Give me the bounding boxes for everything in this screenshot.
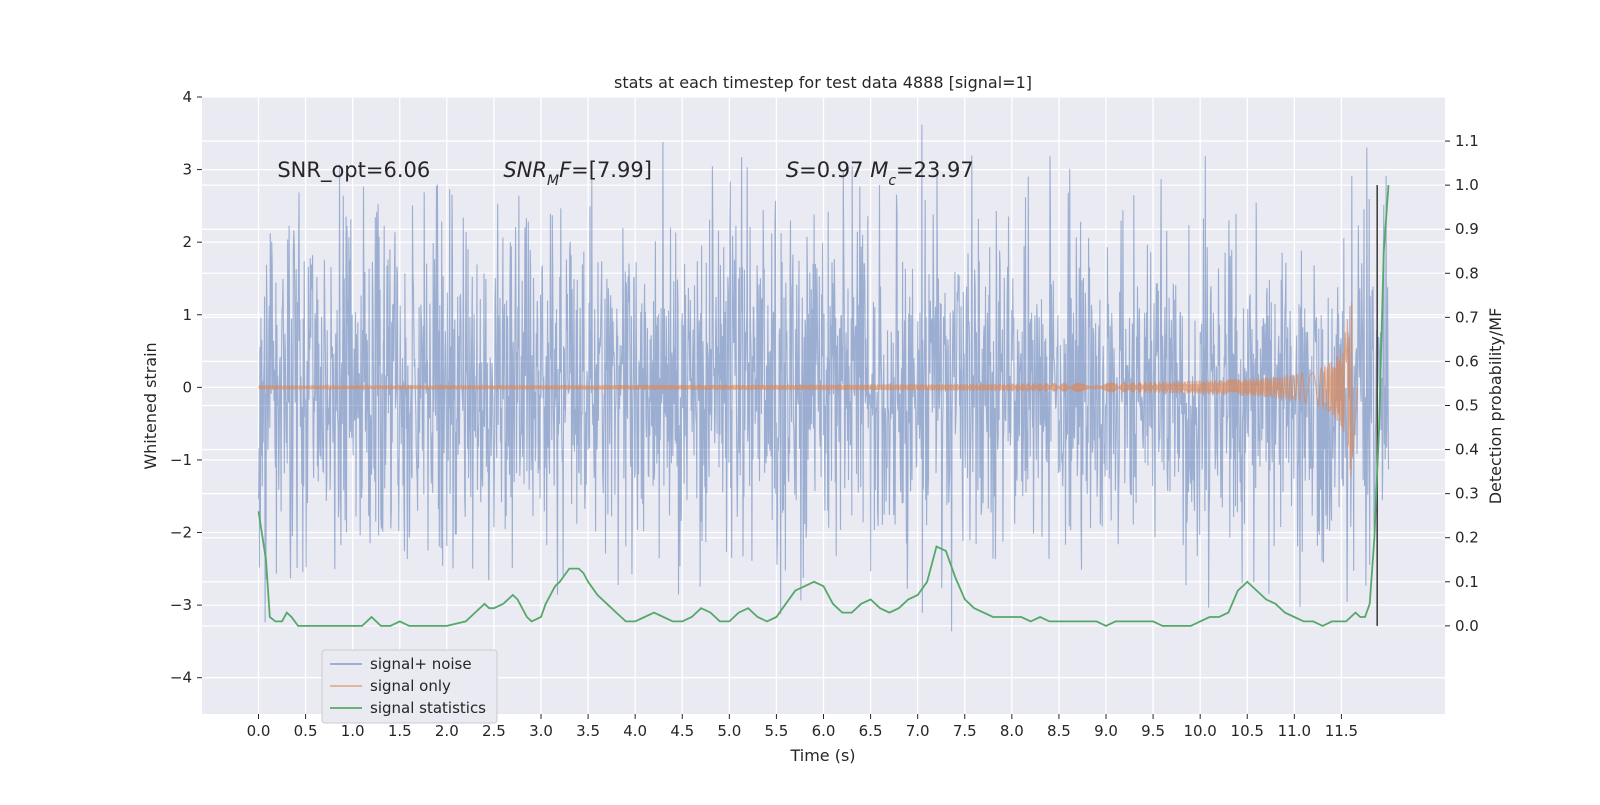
y-right-tick-label: 0.8	[1455, 264, 1479, 282]
y-right-tick-label: 0.1	[1455, 573, 1479, 591]
x-tick-label: 8.5	[1047, 722, 1071, 740]
x-tick-label: 9.5	[1141, 722, 1165, 740]
x-tick-label: 10.0	[1183, 722, 1216, 740]
axes: 0.0 0.5 1.0 1.5 2.0 2.5 3.0 3.5 4.0 4.5 5.0 5.5 6.0 6…	[170, 88, 1479, 740]
y-tick-label: −1	[170, 451, 192, 469]
x-tick-label: 6.5	[859, 722, 883, 740]
y-right-tick-label: 1.0	[1455, 176, 1479, 194]
x-axis-label: Time (s)	[789, 746, 855, 765]
x-tick-label: 7.0	[906, 722, 930, 740]
y-right-tick-label: 0.5	[1455, 397, 1479, 415]
annotation-s-mc: S=0.97 Mc=23.97	[786, 158, 974, 189]
x-tick-label: 1.5	[388, 722, 412, 740]
legend-label-signal-statistics: signal statistics	[370, 699, 486, 717]
y-right-tick-label: 0.4	[1455, 441, 1479, 459]
y-tick-label: −2	[170, 524, 192, 542]
data-layer	[257, 124, 1390, 632]
y-axis-right-label: Detection probability/MF	[1486, 308, 1505, 505]
annotation-snr-mf: SNRMF=[7.99]	[503, 158, 652, 189]
y-tick-label: −3	[170, 596, 192, 614]
x-tick-label: 4.0	[623, 722, 647, 740]
x-tick-label: 11.5	[1325, 722, 1358, 740]
legend: signal+ noise signal only signal statist…	[321, 649, 498, 724]
x-tick-label: 4.5	[670, 722, 694, 740]
x-tick-label: 0.0	[247, 722, 271, 740]
legend-box	[321, 649, 498, 724]
legend-label-signal-only: signal only	[370, 677, 451, 695]
y-right-tick-label: 0.6	[1455, 352, 1479, 370]
x-tick-label: 5.5	[764, 722, 788, 740]
annotation-snr-opt: SNR_opt=6.06	[277, 158, 430, 183]
x-tick-label: 1.0	[341, 722, 365, 740]
y-tick-label: 4	[182, 88, 192, 106]
x-tick-label: 11.0	[1278, 722, 1311, 740]
x-tick-label: 8.0	[1000, 722, 1024, 740]
x-tick-label: 10.5	[1231, 722, 1264, 740]
x-tick-label: 3.5	[576, 722, 600, 740]
x-tick-label: 7.5	[953, 722, 977, 740]
chart-title: stats at each timestep for test data 488…	[614, 73, 1032, 92]
y-axis-label: Whitened strain	[141, 342, 160, 469]
x-tick-label: 2.0	[435, 722, 459, 740]
y-tick-label: 3	[182, 161, 192, 179]
y-right-tick-label: 0.0	[1455, 617, 1479, 635]
y-tick-label: 0	[182, 378, 192, 396]
series-signal-noise-line	[257, 124, 1390, 632]
x-tick-label: 0.5	[294, 722, 318, 740]
series-signal-only-line	[258, 302, 1358, 476]
legend-label-signal-noise: signal+ noise	[370, 655, 472, 673]
x-tick-label: 2.5	[482, 722, 506, 740]
y-tick-label: −4	[170, 669, 192, 687]
series-signal-statistics-line	[257, 185, 1390, 627]
y-right-tick-label: 0.7	[1455, 308, 1479, 326]
x-tick-label: 5.0	[717, 722, 741, 740]
y-right-tick-label: 0.2	[1455, 529, 1479, 547]
annotations: SNR_opt=6.06 SNRMF=[7.99] S=0.97 Mc=23.97	[277, 158, 973, 189]
y-tick-label: 1	[182, 306, 192, 324]
y-right-tick-label: 0.3	[1455, 485, 1479, 503]
y-tick-label: 2	[182, 233, 192, 251]
x-tick-label: 6.0	[812, 722, 836, 740]
y-right-tick-label: 1.1	[1455, 132, 1479, 150]
y-right-tick-label: 0.9	[1455, 220, 1479, 238]
x-tick-label: 3.0	[529, 722, 553, 740]
x-tick-label: 9.0	[1094, 722, 1118, 740]
